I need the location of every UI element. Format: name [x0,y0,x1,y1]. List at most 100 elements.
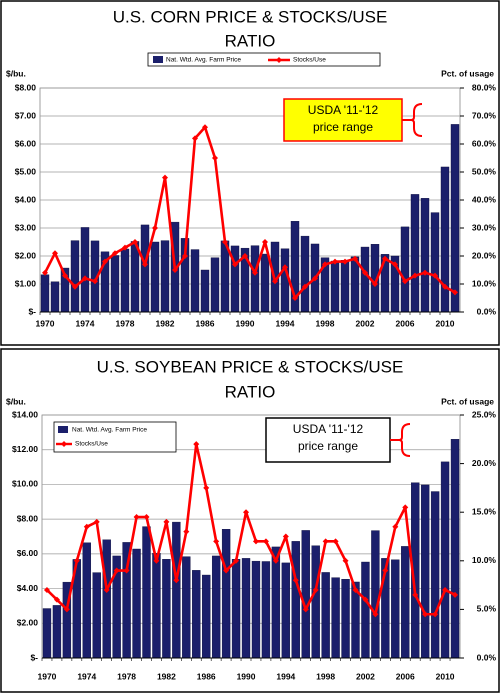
legend-swatch [61,441,67,447]
line-marker [252,269,258,276]
y-tick-label: $6.00 [17,548,39,558]
y2-tick-label: 10.0% [472,555,497,565]
bar [40,274,50,313]
x-tick-label: 1978 [117,671,136,681]
bar [172,521,181,659]
line-marker [102,258,108,265]
y-tick-label: $3.00 [15,222,37,232]
y2-tick-label: 30.0% [472,222,497,232]
bar [202,574,211,659]
line-marker [73,557,80,564]
legend-box [53,421,177,453]
bar [210,257,220,313]
legend-swatch [153,56,163,63]
line-marker [362,269,368,276]
line-marker [272,557,279,564]
bar [251,560,261,659]
annotation-text: USDA '11-'12 [308,103,379,117]
bar [132,548,141,659]
bar [420,198,430,313]
y-tick-label: $6.00 [15,138,37,148]
bar [220,240,230,313]
bar [291,541,300,659]
y-tick-label: $1.00 [15,278,37,288]
chart-title: RATIO [225,31,276,50]
bar [102,539,111,659]
bar [261,561,271,659]
annotation-box [283,98,403,142]
bar [430,212,440,313]
line-marker [242,253,248,259]
annotation-text: price range [298,439,358,453]
y-tick-label: $10.00 [12,479,38,489]
line-marker [163,518,170,525]
line-marker [382,567,389,574]
line-marker [133,514,140,521]
line-marker [432,272,438,279]
chart-title: RATIO [225,382,276,401]
bar [140,224,150,313]
line-marker [332,258,338,265]
line-marker [123,567,130,574]
bar [360,246,370,313]
line-marker [282,533,289,540]
y2-tick-label: 0.0% [477,306,497,316]
y-tick-label: $2.00 [17,618,39,628]
line-marker [362,596,369,603]
line-marker [93,518,100,525]
line-marker [342,258,348,265]
line-marker [152,225,158,231]
line-marker [452,591,459,598]
bar [410,194,420,313]
line-marker [43,586,50,593]
bar [331,577,340,659]
bar [182,556,191,659]
y-tick-label: $- [30,652,38,662]
bar [82,542,91,659]
line-marker [112,250,118,257]
bar [142,526,151,659]
line-marker [372,611,379,618]
line-marker [392,261,398,268]
line-marker [292,577,299,584]
stocks-line [46,442,456,616]
bar [301,530,310,659]
legend-swatch [58,426,68,433]
line-marker [272,278,278,285]
line-marker [243,509,250,516]
y2-tick-label: 15.0% [472,506,497,516]
bar [300,235,310,313]
annotation-box [265,417,391,463]
y-tick-label: $2.00 [15,250,37,260]
bar [361,561,370,659]
line-marker [233,557,240,564]
line-marker [232,261,238,268]
line-marker [153,557,160,564]
line-marker [162,174,168,181]
y2-tick-label: 70.0% [472,110,497,120]
bar [190,249,200,313]
bar [120,248,130,313]
y2-tick-label: 10.0% [472,278,497,288]
bar [440,461,450,659]
bar [420,484,430,659]
line-marker [113,567,120,574]
line-marker [52,250,58,257]
line-marker [42,269,48,276]
line-marker [72,283,78,290]
bar [280,248,290,313]
annotation-text: USDA '11-'12 [293,422,364,436]
bar [281,562,291,659]
line-marker [63,606,70,613]
y2-tick-label: 20.0% [472,458,497,468]
x-tick-label: 1982 [156,318,175,328]
line-marker [312,275,318,282]
x-tick-label: 1990 [237,671,256,681]
y-tick-label: $5.00 [15,166,37,176]
line-marker [203,484,210,491]
line-marker [322,261,328,268]
y2-tick-label: 0.0% [477,652,497,662]
x-tick-label: 1994 [276,318,295,328]
x-tick-label: 2006 [396,671,415,681]
line-marker [432,611,439,618]
